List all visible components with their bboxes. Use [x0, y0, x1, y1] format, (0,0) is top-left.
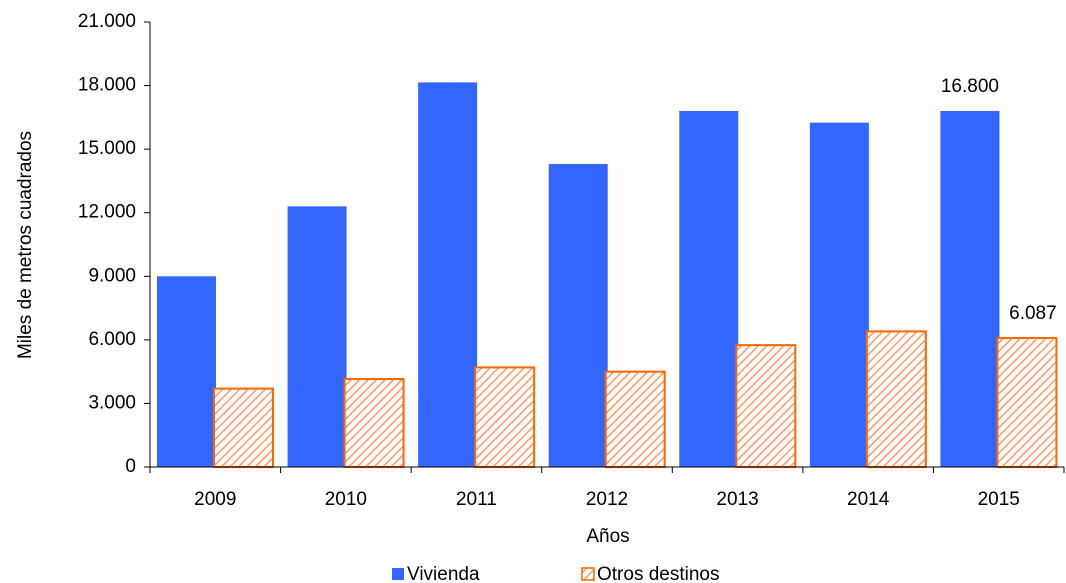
bar	[343, 378, 405, 468]
value-label: 6.087	[1009, 303, 1057, 324]
y-tick-label: 21.000	[78, 11, 136, 32]
x-tick-label: 2011	[456, 489, 497, 510]
bar	[735, 344, 797, 468]
y-tick-label: 15.000	[78, 138, 136, 159]
y-tick-label: 18.000	[78, 75, 136, 96]
x-tick-label: 2012	[586, 489, 628, 510]
bar	[548, 163, 608, 467]
x-axis-title: Años	[586, 526, 629, 547]
legend-label: Otros destinos	[597, 564, 720, 583]
bar	[287, 206, 347, 467]
y-tick-label: 3.000	[88, 392, 136, 413]
legend-swatch	[392, 568, 404, 580]
bar	[940, 111, 1000, 467]
x-tick-label: 2015	[978, 489, 1020, 510]
value-label: 16.800	[941, 76, 999, 97]
bar	[157, 276, 216, 467]
bar	[865, 330, 927, 468]
y-tick-label: 6.000	[88, 329, 136, 350]
bar	[996, 337, 1058, 469]
legend-swatch	[581, 567, 595, 581]
bar	[474, 366, 536, 468]
y-axis-title: Miles de metros cuadrados	[15, 131, 36, 359]
x-tick-label: 2014	[847, 489, 890, 510]
bar	[418, 82, 478, 468]
y-tick-label: 9.000	[88, 265, 136, 286]
x-tick-label: 2010	[325, 489, 367, 510]
bar	[604, 370, 666, 468]
x-tick-label: 2013	[716, 489, 758, 510]
bar	[679, 111, 739, 467]
y-tick-label: 0	[125, 456, 136, 477]
bar	[809, 122, 869, 468]
bar	[213, 387, 274, 469]
legend-label: Vivienda	[407, 564, 480, 583]
y-tick-label: 12.000	[78, 202, 136, 223]
x-tick-label: 2009	[194, 489, 236, 510]
